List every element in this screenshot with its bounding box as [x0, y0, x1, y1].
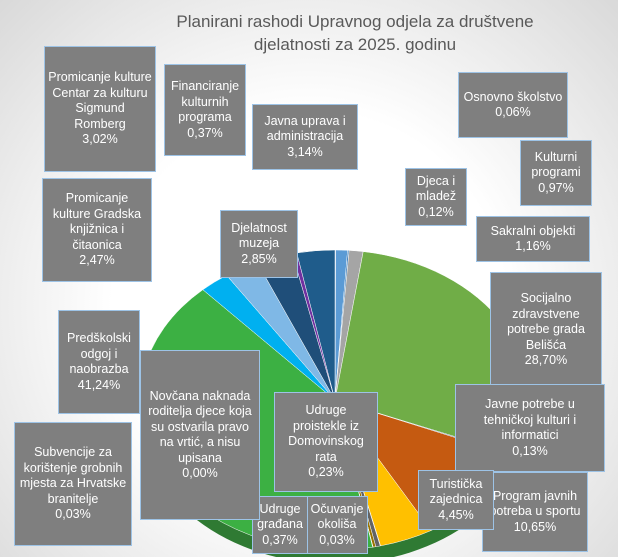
category-name: Program javnih potreba u sportu	[489, 488, 581, 519]
category-name: Promicanje kulture Gradska knjižnica i č…	[52, 191, 142, 252]
category-name: Djeca i mladež	[415, 173, 457, 204]
data-label: Javne potrebe u tehničkoj kulturi i info…	[455, 384, 605, 472]
value-label: 0,13%	[512, 443, 548, 458]
category-name: Udruge građana	[257, 501, 303, 532]
chart-title: Planirani rashodi Upravnog odjela za dru…	[176, 12, 534, 54]
data-label: Promicanje kulture Centar za kulturu Sig…	[44, 46, 156, 172]
value-label: 3,14%	[287, 144, 323, 159]
value-label: 0,37%	[187, 125, 223, 140]
data-label: Udruge proistekle iz Domovinskog rata 0,2…	[274, 392, 378, 492]
category-name: Javna uprava i administracija	[264, 113, 346, 144]
data-label: Sakralni objekti 1,16%	[476, 216, 590, 262]
data-label: Financiranje kulturnih programa 0,37%	[164, 64, 246, 156]
value-label: 1,16%	[515, 239, 551, 253]
value-label: 2,85%	[241, 251, 277, 266]
data-label: Osnovno školstvo 0,06%	[458, 72, 568, 138]
value-label: 0,37%	[262, 532, 298, 547]
value-label: 0,03%	[55, 507, 91, 522]
category-name: Subvencije za korištenje grobnih mjesta …	[19, 445, 127, 506]
data-label: Djelatnost muzeja 2,85%	[220, 210, 298, 278]
category-name: Kulturni programi	[531, 149, 581, 180]
data-label: Kulturni programi 0,97%	[520, 140, 592, 206]
value-label: 28,70%	[524, 353, 568, 368]
category-name: Socijalno zdravstvene potrebe grada Beli…	[507, 291, 585, 352]
category-name: Djelatnost muzeja	[231, 220, 287, 251]
category-name: Javne potrebe u tehničkoj kulturi i info…	[483, 397, 577, 442]
data-label: Djeca i mladež 0,12%	[405, 168, 467, 226]
data-label: Predškolski odgoj i naobrazba 41,24%	[58, 310, 140, 414]
data-label: Socijalno zdravstvene potrebe grada Beli…	[490, 272, 602, 388]
category-name: Sakralni objekti	[490, 223, 576, 238]
data-label: Subvencije za korištenje grobnih mjesta …	[14, 422, 132, 546]
category-name: Osnovno školstvo	[463, 89, 563, 104]
value-label: 41,24%	[77, 377, 121, 392]
data-label: Javna uprava i administracija 3,14%	[252, 104, 358, 170]
data-label: Očuvanje okoliša 0,03%	[306, 496, 368, 554]
category-name: Predškolski odgoj i naobrazba	[67, 331, 131, 376]
value-label: 0,00%	[182, 466, 218, 480]
data-label: Promicanje kulture Gradska knjižnica i č…	[42, 178, 152, 282]
value-label: 0,03%	[319, 532, 355, 547]
data-label: Turistička zajednica 4,45%	[418, 470, 494, 530]
value-label: 0,12%	[418, 204, 454, 219]
value-label: 0,06%	[495, 105, 531, 119]
category-name: Novčana naknada roditelja djece koja su …	[148, 388, 252, 465]
value-label: 0,97%	[538, 180, 574, 195]
category-name: Financiranje kulturnih programa	[170, 79, 240, 124]
data-label: Novčana naknada roditelja djece koja su …	[140, 350, 260, 520]
category-name: Udruge proistekle iz Domovinskog rata	[288, 403, 364, 464]
value-label: 3,02%	[82, 132, 118, 147]
value-label: 4,45%	[438, 507, 474, 522]
data-label: Udruge građana 0,37%	[252, 496, 308, 554]
value-label: 2,47%	[79, 253, 115, 268]
category-name: Promicanje kulture Centar za kulturu Sig…	[48, 70, 152, 131]
category-name: Očuvanje okoliša	[310, 501, 364, 532]
value-label: 0,23%	[308, 465, 344, 480]
data-label: Program javnih potreba u sportu 10,65%	[482, 472, 588, 552]
value-label: 10,65%	[513, 519, 557, 534]
category-name: Turistička zajednica	[429, 476, 483, 507]
